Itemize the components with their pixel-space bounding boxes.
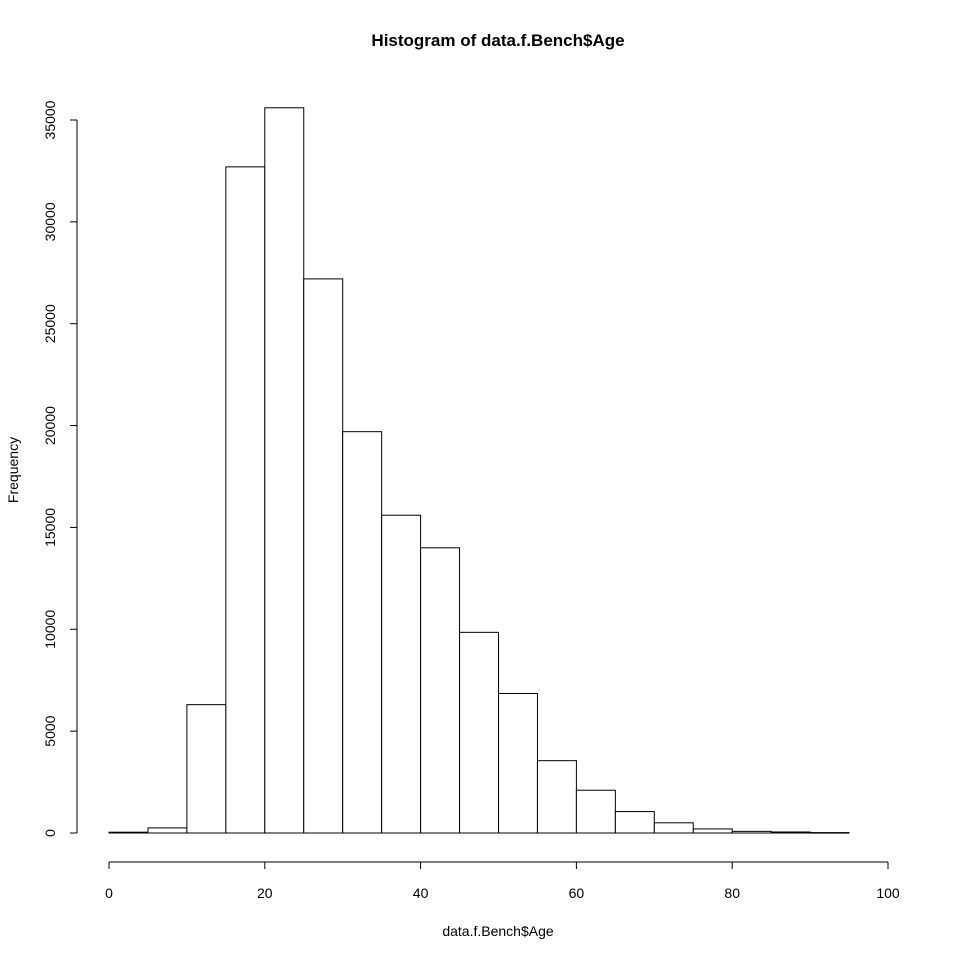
histogram-bar [614,811,655,834]
histogram-bar [498,692,538,834]
y-tick-label: 10000 [42,610,58,649]
histogram-bar [459,631,499,834]
y-axis-label: Frequency [5,437,21,503]
histogram-bar [225,166,266,834]
histogram-bar [770,831,811,834]
x-axis-ticks: 0 20 40 60 80 100 [105,862,900,901]
histogram-bar [536,760,577,834]
x-tick-label: 80 [724,885,740,901]
y-axis-ticks: 0 5000 10000 15000 20000 25000 30000 35000 [42,100,77,837]
y-tick-label: 0 [42,829,58,837]
x-axis-label: data.f.Bench$Age [442,923,554,939]
y-tick-label: 25000 [42,304,58,343]
histogram-bar [692,828,733,834]
histogram-bar [420,547,461,834]
x-tick-label: 60 [569,885,585,901]
histogram-bar [147,827,188,834]
x-tick-label: 100 [876,885,900,901]
chart-title: Histogram of data.f.Bench$Age [371,31,624,50]
histogram-bar [108,831,149,834]
x-tick-label: 40 [413,885,429,901]
histogram-bar [575,789,616,834]
histogram-bar [653,822,694,834]
y-tick-label: 20000 [42,406,58,445]
x-tick-label: 0 [105,885,113,901]
histogram-bar [264,107,305,834]
histogram-bar [342,431,383,834]
histogram-bar [381,514,422,834]
y-tick-label: 15000 [42,508,58,547]
y-tick-label: 5000 [42,715,58,746]
y-tick-label: 35000 [42,100,58,139]
histogram-bar [731,830,772,834]
histogram-bar [303,278,344,834]
bars-group [108,107,850,834]
x-tick-label: 20 [257,885,273,901]
histogram-bar [186,704,227,834]
y-tick-label: 30000 [42,202,58,241]
histogram-bar [809,832,850,834]
